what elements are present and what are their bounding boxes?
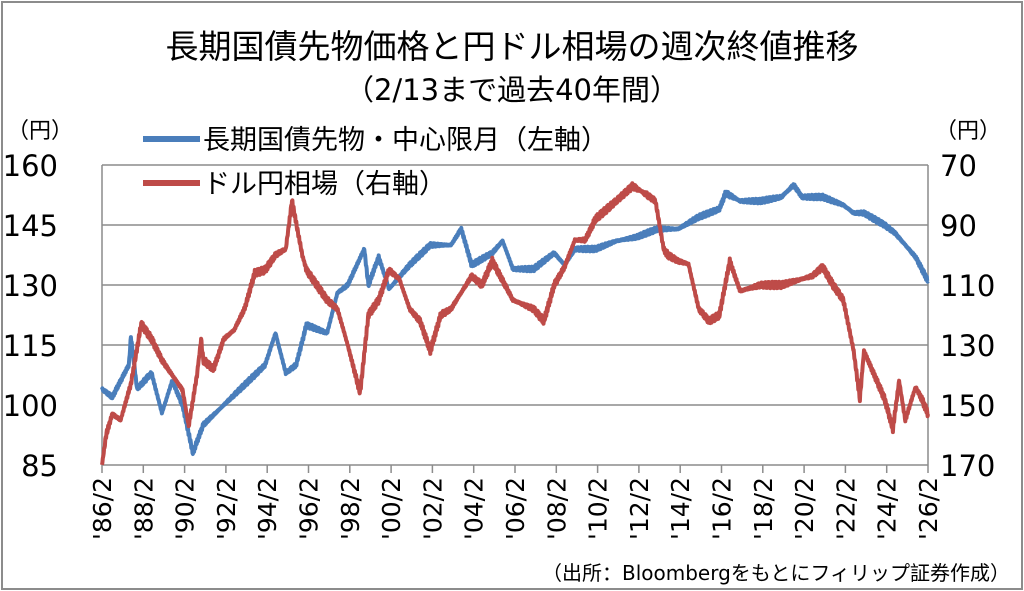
x-tick-label: '26/2 xyxy=(914,477,943,540)
x-tick-label: '14/2 xyxy=(666,477,695,540)
x-tick-label: '18/2 xyxy=(749,477,778,540)
left-tick-label: 130 xyxy=(3,269,58,303)
right-tick-label: 170 xyxy=(940,449,995,483)
x-tick-label: '02/2 xyxy=(418,477,447,540)
left-tick-label: 115 xyxy=(3,329,58,363)
x-tick-label: '94/2 xyxy=(253,477,282,540)
left-tick-label: 85 xyxy=(21,449,58,483)
right-axis-unit: （円） xyxy=(935,119,1001,144)
series-line-usdjpy xyxy=(100,181,930,466)
x-tick-label: '90/2 xyxy=(171,477,200,540)
x-tick-label: '04/2 xyxy=(460,477,489,540)
right-tick-label: 150 xyxy=(940,389,995,423)
legend-label-jgb: 長期国債先物・中心限月（左軸） xyxy=(203,125,608,156)
x-tick-label: '96/2 xyxy=(295,477,324,540)
right-tick-label: 110 xyxy=(940,269,995,303)
x-tick-label: '12/2 xyxy=(625,477,654,540)
chart-title: 長期国債先物価格と円ドル相場の週次終値推移 xyxy=(166,27,859,66)
right-tick-label: 70 xyxy=(940,149,977,183)
legend-label-usdjpy: ドル円相場（右軸） xyxy=(203,169,446,200)
x-tick-label: '20/2 xyxy=(790,477,819,540)
left-tick-label: 145 xyxy=(3,209,58,243)
x-tick-label: '08/2 xyxy=(542,477,571,540)
left-tick-label: 100 xyxy=(3,389,58,423)
x-tick-label: '98/2 xyxy=(336,477,365,540)
right-tick-label: 130 xyxy=(940,329,995,363)
x-tick-label: '88/2 xyxy=(129,477,158,540)
source-note: （出所：Bloombergをもとにフィリップ証券作成） xyxy=(542,561,1010,585)
x-tick-label: '86/2 xyxy=(88,477,117,540)
series-line-jgb xyxy=(100,182,930,456)
chart-subtitle: （2/13まで過去40年間） xyxy=(345,73,679,107)
x-tick-label: '22/2 xyxy=(831,477,860,540)
left-axis-unit: （円） xyxy=(7,119,73,144)
x-tick-label: '24/2 xyxy=(873,477,902,540)
x-tick-label: '16/2 xyxy=(708,477,737,540)
left-tick-label: 160 xyxy=(3,149,58,183)
x-tick-label: '00/2 xyxy=(377,477,406,540)
x-tick-label: '92/2 xyxy=(212,477,241,540)
x-tick-label: '06/2 xyxy=(501,477,530,540)
right-tick-label: 90 xyxy=(940,209,977,243)
x-tick-label: '10/2 xyxy=(584,477,613,540)
